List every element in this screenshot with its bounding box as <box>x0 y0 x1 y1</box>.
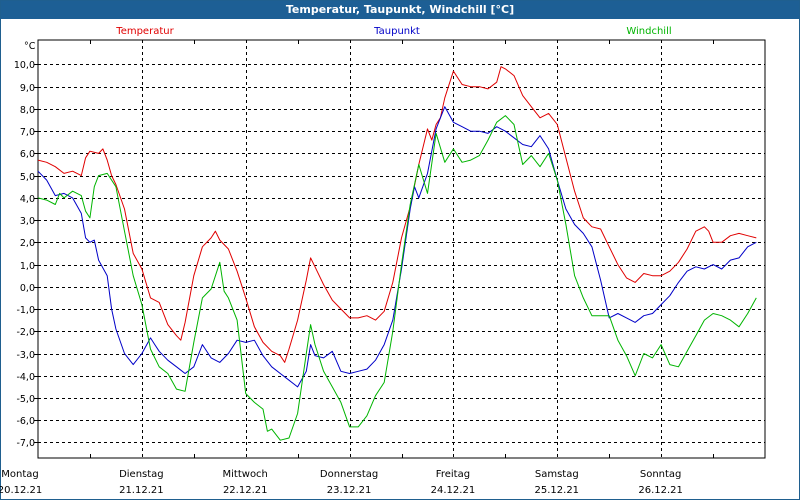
x-date-label: 22.12.21 <box>223 485 268 496</box>
y-tick-label: -1,0 <box>16 305 35 316</box>
y-tick-label: -2,0 <box>16 327 35 338</box>
x-day-label: Samstag <box>535 469 579 480</box>
y-axis-ticks: 10,0 9,0 8,0 7,0 6,0 5,0 4,0 3,0 2,0 1,0 0,0 -1,0 -2… <box>14 60 38 449</box>
y-tick-label: 8,0 <box>20 105 35 116</box>
legend-entry-temperatur: Temperatur <box>115 26 174 37</box>
y-tick-label: -7,0 <box>16 438 35 449</box>
x-date-label: 26.12.21 <box>638 485 683 496</box>
y-tick-label: -3,0 <box>16 350 35 361</box>
y-tick-label: 10,0 <box>14 60 35 71</box>
series-lines <box>37 66 757 441</box>
y-tick-label: -5,0 <box>16 394 35 405</box>
legend-entry-windchill: Windchill <box>626 26 671 37</box>
y-axis-unit-label: °C <box>24 41 36 52</box>
chart-title: Temperatur, Taupunkt, Windchill [°C] <box>1 1 799 19</box>
x-day-label: Sonntag <box>640 469 682 480</box>
x-date-label: 24.12.21 <box>431 485 476 496</box>
y-tick-label: -4,0 <box>16 372 35 383</box>
y-tick-label: 4,0 <box>20 194 35 205</box>
y-tick-label: 0,0 <box>20 283 35 294</box>
x-axis-ticks: Montag 20.12.21 Dienstag 21.12.21 Mittwoch 22… <box>0 469 683 496</box>
x-day-label: Donnerstag <box>320 469 378 480</box>
y-tick-label: 1,0 <box>20 261 35 272</box>
y-tick-label: 6,0 <box>20 149 35 160</box>
x-date-label: 23.12.21 <box>327 485 372 496</box>
series-line-windchill <box>37 115 757 441</box>
y-tick-label: 9,0 <box>20 83 35 94</box>
plot-area <box>37 39 766 459</box>
legend-entry-taupunkt: Taupunkt <box>373 26 420 37</box>
y-tick-label: 2,0 <box>20 238 35 249</box>
y-tick-label: -6,0 <box>16 416 35 427</box>
legend: Temperatur Taupunkt Windchill <box>115 26 671 37</box>
y-tick-label: 5,0 <box>20 172 35 183</box>
y-tick-label: 7,0 <box>20 127 35 138</box>
series-line-temperatur <box>37 66 757 363</box>
y-tick-label: 3,0 <box>20 216 35 227</box>
grid <box>38 40 765 458</box>
x-date-label: 25.12.21 <box>535 485 580 496</box>
x-day-label: Dienstag <box>119 469 164 480</box>
x-date-label: 21.12.21 <box>119 485 164 496</box>
series-line-taupunkt <box>37 106 757 388</box>
x-date-label: 20.12.21 <box>0 485 42 496</box>
x-day-label: Freitag <box>436 469 470 480</box>
x-day-label: Mittwoch <box>223 469 268 480</box>
x-day-label: Montag <box>1 469 38 480</box>
